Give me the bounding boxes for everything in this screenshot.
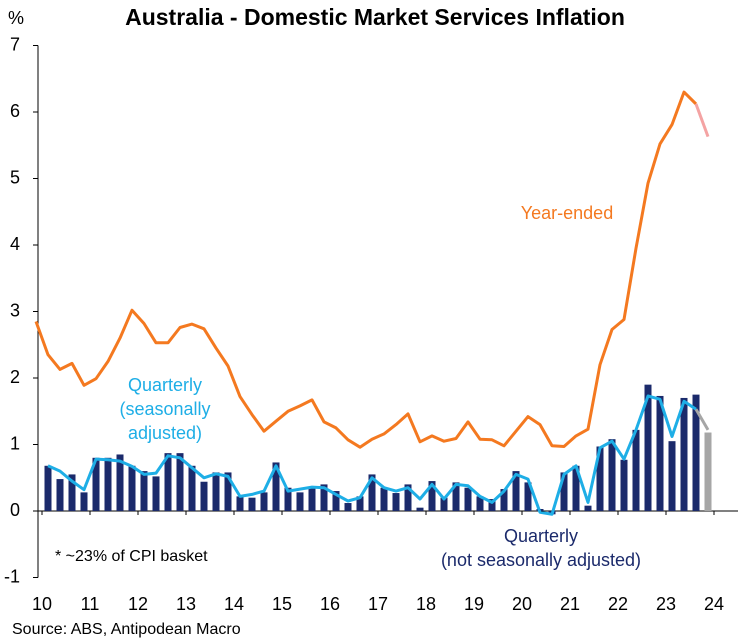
x-tick-label: 10 — [32, 594, 52, 614]
y-axis-label: % — [8, 8, 24, 28]
bar — [632, 429, 640, 511]
bar — [584, 505, 592, 511]
bar — [116, 454, 124, 511]
x-tick-label: 16 — [320, 594, 340, 614]
x-tick-label: 19 — [464, 594, 484, 614]
annotation: adjusted) — [128, 423, 202, 443]
line-last-segment — [694, 103, 710, 138]
bar — [260, 492, 268, 511]
bar — [56, 479, 64, 511]
line — [47, 394, 697, 516]
bar — [644, 384, 652, 511]
bar — [452, 482, 460, 511]
y-tick-label: -1 — [4, 566, 20, 586]
y-tick-label: 2 — [10, 367, 20, 387]
x-tick-label: 13 — [176, 594, 196, 614]
bar — [128, 465, 136, 511]
line — [34, 90, 698, 449]
bar — [668, 441, 676, 511]
bar — [416, 507, 424, 511]
bar — [692, 394, 700, 511]
bar — [464, 487, 472, 511]
y-tick-label: 7 — [10, 34, 20, 54]
bar — [392, 493, 400, 511]
bar — [80, 492, 88, 511]
bar — [44, 465, 52, 511]
bar — [488, 499, 496, 511]
bar — [560, 472, 568, 511]
y-tick-label: 0 — [10, 500, 20, 520]
bar — [572, 465, 580, 511]
bar — [476, 496, 484, 511]
bar — [320, 484, 328, 511]
bar — [308, 487, 316, 511]
bar — [212, 472, 220, 511]
x-tick-label: 18 — [416, 594, 436, 614]
annotation: (seasonally — [119, 399, 210, 419]
bar — [284, 487, 292, 511]
bar — [188, 465, 196, 511]
bar — [500, 489, 508, 511]
y-tick-label: 3 — [10, 300, 20, 320]
x-tick-label: 15 — [272, 594, 292, 614]
bar — [440, 497, 448, 511]
bar — [92, 457, 100, 511]
bar — [704, 432, 712, 511]
bar — [164, 453, 172, 511]
bar — [620, 459, 628, 511]
bar — [296, 492, 304, 511]
bar — [404, 484, 412, 511]
bar — [524, 482, 532, 511]
source: Source: ABS, Antipodean Macro — [12, 621, 241, 638]
x-tick-label: 21 — [560, 594, 580, 614]
y-tick-label: 5 — [10, 167, 20, 187]
x-tick-label: 24 — [704, 594, 724, 614]
bar — [428, 481, 436, 511]
bar — [224, 472, 232, 511]
bar — [152, 476, 160, 511]
bar — [608, 439, 616, 511]
bar — [236, 496, 244, 511]
x-tick-label: 22 — [608, 594, 628, 614]
annotation: Quarterly — [128, 375, 202, 395]
bar — [344, 503, 352, 511]
bar — [596, 446, 604, 511]
y-tick-label: 4 — [10, 234, 20, 254]
bar — [356, 496, 364, 511]
annotation: Year-ended — [521, 203, 613, 223]
chart-title: Australia - Domestic Market Services Inf… — [125, 4, 625, 30]
x-tick-label: 11 — [81, 594, 100, 614]
bar — [680, 397, 688, 511]
bar — [380, 487, 388, 511]
bar — [200, 481, 208, 511]
x-tick-label: 23 — [656, 594, 676, 614]
footnote: * ~23% of CPI basket — [55, 548, 208, 565]
bar — [140, 471, 148, 511]
bar — [332, 491, 340, 511]
line-last-segment — [694, 408, 710, 431]
bar — [656, 395, 664, 511]
x-tick-label: 17 — [368, 594, 388, 614]
bar — [176, 453, 184, 511]
x-tick-label: 12 — [128, 594, 148, 614]
y-tick-label: 1 — [10, 433, 20, 453]
bar — [68, 474, 76, 511]
y-tick-label: 6 — [10, 101, 20, 121]
bar — [512, 471, 520, 511]
bar — [272, 462, 280, 511]
x-tick-label: 14 — [224, 594, 244, 614]
x-tick-label: 20 — [512, 594, 532, 614]
annotation: Quarterly — [504, 526, 578, 546]
bar — [104, 457, 112, 511]
annotation: (not seasonally adjusted) — [441, 550, 641, 570]
bar — [368, 474, 376, 511]
bar — [248, 497, 256, 511]
